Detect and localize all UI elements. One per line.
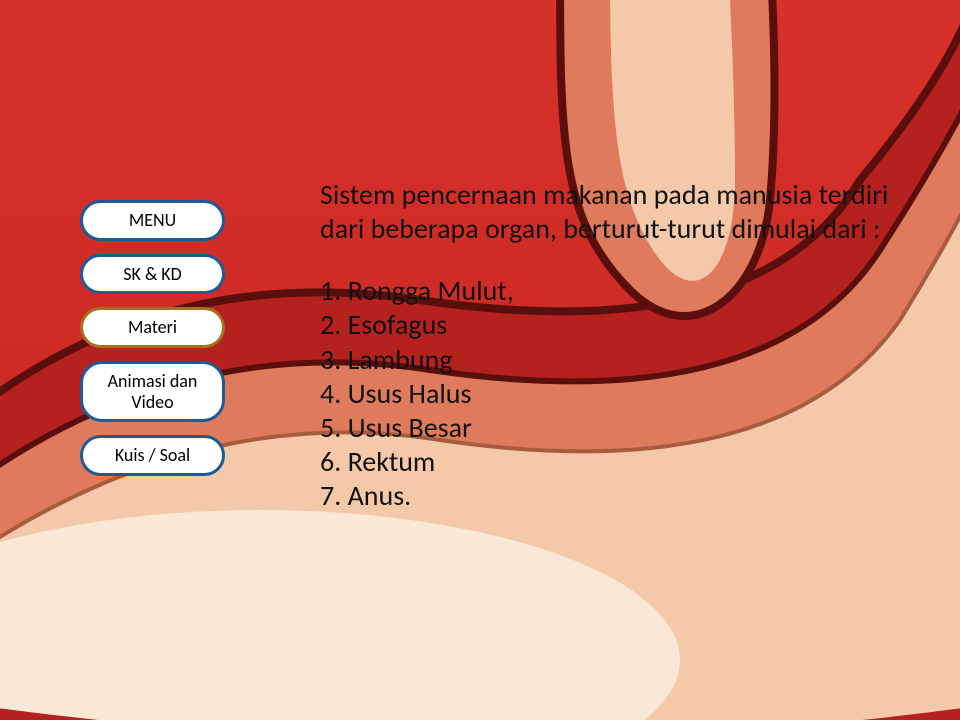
list-item-6: 6. Rektum — [320, 445, 900, 479]
list-item-2: 2. Esofagus — [320, 308, 900, 342]
nav-sidebar: MENU SK & KD Materi Animasi dan Video Ku… — [80, 200, 225, 476]
list-item-4: 4. Usus Halus — [320, 377, 900, 411]
menu-button[interactable]: MENU — [80, 200, 225, 241]
list-item-5: 5. Usus Besar — [320, 411, 900, 445]
list-item-3: 3. Lambung — [320, 343, 900, 377]
sk-kd-button[interactable]: SK & KD — [80, 254, 225, 295]
list-item-1: 1. Rongga Mulut, — [320, 274, 900, 308]
animasi-video-button[interactable]: Animasi dan Video — [80, 361, 225, 422]
kuis-soal-button[interactable]: Kuis / Soal — [80, 435, 225, 476]
intro-paragraph: Sistem pencernaan makanan pada manusia t… — [320, 178, 900, 246]
slide-stage: MENU SK & KD Materi Animasi dan Video Ku… — [0, 0, 960, 720]
list-item-7: 7. Anus. — [320, 479, 900, 513]
content-text: Sistem pencernaan makanan pada manusia t… — [320, 178, 900, 513]
materi-button[interactable]: Materi — [80, 307, 225, 348]
